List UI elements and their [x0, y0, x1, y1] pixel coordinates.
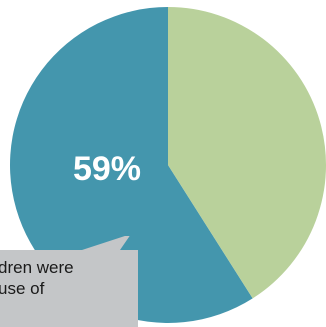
pie-slice-label: 59% — [73, 150, 141, 188]
callout-shape — [0, 236, 138, 327]
pie-slice — [168, 7, 326, 299]
callout-text: dren were use of — [0, 257, 126, 299]
callout-line: dren were — [0, 258, 74, 277]
pie-slice — [9, 7, 253, 323]
callout-bubble — [0, 236, 138, 327]
callout-line: use of — [0, 279, 45, 298]
